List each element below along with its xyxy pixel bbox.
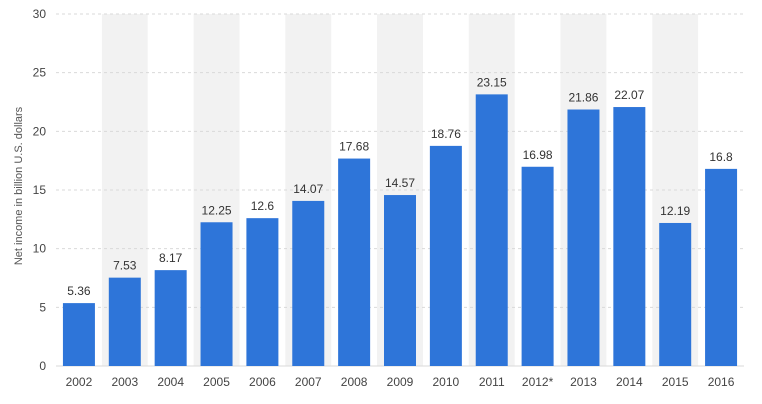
bars [62,94,738,366]
x-tick-label-2005: 2005 [203,375,230,389]
data-label-2016: 16.8 [709,150,733,164]
data-label-2010: 18.76 [431,127,461,141]
y-axis-ticks: 0 5 10 15 20 25 30 [33,7,47,373]
x-tick-label-2015: 2015 [662,375,689,389]
x-tick-label-2014: 2014 [616,375,643,389]
y-tick-label: 15 [33,183,47,197]
data-label-2005: 12.25 [202,203,232,217]
y-tick-label: 30 [33,7,47,21]
bar-2013[interactable] [567,109,600,366]
data-label-2011: 23.15 [477,75,507,89]
bar-2012*[interactable] [521,166,554,366]
data-labels: 5.36 7.53 8.17 12.25 12.6 14.07 17.68 14.57 18.7… [67,75,733,298]
bar-2015[interactable] [659,222,692,366]
data-label-2007: 14.07 [293,182,323,196]
y-tick-label: 0 [39,359,46,373]
x-tick-label-2012*: 2012* [522,375,554,389]
data-label-2004: 8.17 [159,251,183,265]
bar-2003[interactable] [108,277,141,366]
data-label-2009: 14.57 [385,176,415,190]
bar-2008[interactable] [338,158,371,366]
data-label-2015: 12.19 [660,204,690,218]
bar-2007[interactable] [292,200,325,366]
y-axis-title: Net income in billion U.S. dollars [13,106,25,265]
x-tick-label-2004: 2004 [157,375,184,389]
x-tick-label-2006: 2006 [249,375,276,389]
y-tick-label: 5 [39,300,46,314]
bar-2011[interactable] [475,94,508,366]
bar-2009[interactable] [384,195,416,366]
y-tick-label: 25 [33,66,47,80]
bar-2006[interactable] [246,218,279,366]
x-tick-label-2007: 2007 [295,375,322,389]
data-label-2002: 5.36 [67,284,91,298]
x-tick-label-2002: 2002 [66,375,93,389]
bar-2014[interactable] [613,107,646,366]
x-tick-label-2003: 2003 [111,375,138,389]
bar-2004[interactable] [154,270,187,366]
y-tick-label: 20 [33,124,47,138]
data-label-2006: 12.6 [251,199,275,213]
bar-2016[interactable] [705,168,738,366]
data-label-2013: 21.86 [568,91,598,105]
bar-2010[interactable] [429,145,462,366]
y-tick-label: 10 [33,242,47,256]
data-label-2012*: 16.98 [523,148,553,162]
data-label-2003: 7.53 [113,259,137,273]
x-tick-label-2016: 2016 [708,375,735,389]
x-tick-label-2009: 2009 [387,375,414,389]
x-tick-label-2010: 2010 [433,375,460,389]
x-tick-label-2011: 2011 [479,375,505,389]
x-tick-label-2013: 2013 [570,375,597,389]
data-label-2014: 22.07 [614,88,644,102]
bar-2005[interactable] [200,222,233,366]
data-label-2008: 17.68 [339,140,369,154]
x-tick-label-2008: 2008 [341,375,368,389]
x-axis-ticks: 2002 2003 2004 2005 2006 2007 2008 2009 2010 2011… [66,375,735,389]
bar-2002[interactable] [62,303,95,366]
